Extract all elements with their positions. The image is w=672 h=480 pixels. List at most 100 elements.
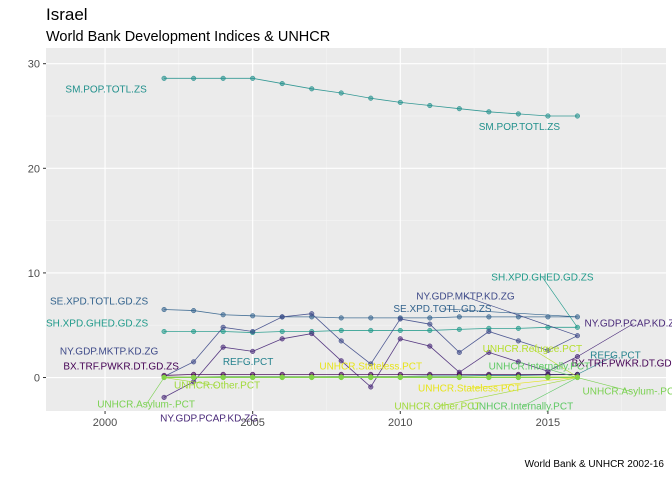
x-tick-label: 2000 [93, 417, 117, 429]
data-point [250, 313, 256, 319]
label-leader [532, 348, 578, 378]
data-point [486, 328, 492, 335]
series-label: SE.XPD.TOTL.GD.ZS [50, 297, 148, 308]
series-label: NY.GDP.MKTP.KD.ZG [60, 346, 159, 357]
data-point [397, 327, 403, 333]
series-label: SE.XPD.TOTL.GD.ZS [393, 304, 491, 315]
data-point [309, 331, 315, 337]
data-point [456, 326, 462, 332]
data-point [309, 311, 315, 317]
data-point [250, 328, 256, 335]
label-leader [539, 366, 578, 378]
data-point [250, 348, 256, 354]
series-label: UNHCR.Stateless.PCT [319, 361, 422, 372]
series-label: NY.GDP.PCAP.KD.ZG [585, 319, 672, 330]
label-leader [577, 323, 634, 357]
data-point [279, 336, 285, 342]
chart-subtitle: World Bank Development Indices & UNHCR [46, 29, 331, 45]
series-label: REFG.PCT [590, 350, 641, 361]
data-point [338, 315, 344, 321]
label-leader [145, 377, 165, 405]
series-label: UNHCR.Refugee.PCT [483, 344, 582, 355]
label-leader [437, 377, 578, 407]
data-point [486, 314, 492, 320]
series-points [161, 75, 580, 400]
label-leader [542, 277, 578, 328]
data-point [191, 359, 197, 365]
data-point [309, 374, 315, 381]
series-label: REFG.PCT [223, 357, 274, 368]
series-label: SM.POP.TOTL.ZS [479, 122, 561, 133]
data-point [220, 312, 226, 318]
x-tick-label: 2015 [536, 417, 560, 429]
y-tick-label: 20 [28, 163, 40, 175]
data-point [368, 374, 374, 381]
data-point [279, 81, 285, 87]
series-label: UNHCR.Stateless.PCT [418, 383, 521, 394]
data-point [368, 327, 374, 333]
series-label: UNHCR.Asylum-.PCT [97, 400, 195, 411]
data-point [397, 336, 403, 342]
label-leader [465, 296, 578, 336]
data-point [220, 324, 226, 330]
data-point [161, 306, 167, 313]
data-point [191, 374, 197, 381]
series-label: UNHCR.Other.PCT [394, 402, 480, 413]
label-leader [469, 377, 578, 389]
x-tick-label: 2005 [240, 417, 264, 429]
data-point [161, 394, 167, 400]
data-point [456, 374, 462, 381]
label-leader [522, 377, 578, 407]
data-point [574, 324, 580, 330]
data-point [427, 343, 433, 349]
data-point [338, 358, 344, 364]
data-point [191, 75, 197, 81]
data-point [338, 374, 344, 381]
data-point [574, 113, 580, 119]
data-point [456, 106, 462, 112]
series-label: BX.TRF.PWKR.DT.GD.ZS [572, 358, 672, 369]
data-point [220, 328, 226, 335]
data-point [397, 99, 403, 105]
data-point [220, 374, 226, 381]
data-point [456, 349, 462, 355]
y-tick-label: 10 [28, 268, 40, 280]
data-point [427, 374, 433, 381]
data-point [427, 321, 433, 327]
series-label: BX.TRF.PWKR.DT.GD.ZS [63, 361, 179, 372]
series-label: UNHCR.Other.PCT [174, 381, 260, 392]
data-point [515, 374, 521, 381]
data-point [545, 324, 551, 330]
data-point [250, 374, 256, 381]
label-leader [164, 377, 218, 386]
chart-title: Israel [46, 5, 88, 24]
label-leader [577, 377, 632, 392]
label-leader [442, 308, 578, 318]
data-point [309, 86, 315, 92]
data-point [338, 327, 344, 333]
data-point [545, 113, 551, 119]
data-point [545, 374, 551, 381]
label-leaders [145, 277, 634, 407]
data-point [220, 75, 226, 81]
series-label: UNHCR.Internally.PCT [472, 402, 574, 413]
data-point [368, 384, 374, 390]
data-point [220, 344, 226, 350]
data-point [338, 338, 344, 344]
data-point [279, 374, 285, 381]
plot-panel [46, 48, 666, 411]
data-point [397, 374, 403, 381]
series-label: NY.GDP.PCAP.KD.ZG [160, 413, 258, 424]
y-tick-label: 30 [28, 59, 40, 71]
data-point [515, 111, 521, 117]
data-point [515, 325, 521, 331]
x-tick-label: 2010 [388, 417, 412, 429]
data-point [250, 75, 256, 81]
data-point [427, 327, 433, 333]
data-point [279, 328, 285, 335]
data-point [515, 359, 521, 365]
data-point [486, 374, 492, 381]
data-point [545, 314, 551, 320]
y-tick-label: 0 [34, 373, 40, 385]
